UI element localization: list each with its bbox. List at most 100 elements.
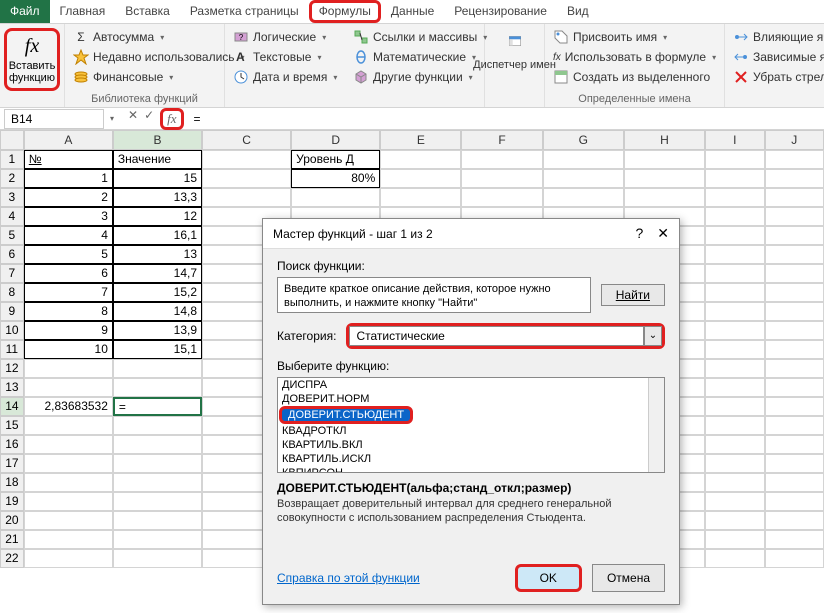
- category-select[interactable]: Статистические: [349, 326, 644, 346]
- cancel-button[interactable]: Отмена: [592, 564, 665, 592]
- cell[interactable]: [624, 188, 705, 207]
- cell[interactable]: [24, 530, 113, 549]
- column-header[interactable]: E: [380, 130, 461, 150]
- column-header[interactable]: H: [624, 130, 705, 150]
- tab-view[interactable]: Вид: [557, 0, 599, 23]
- cell[interactable]: [380, 169, 461, 188]
- cell[interactable]: [765, 321, 824, 340]
- accept-formula-icon[interactable]: ✓: [144, 108, 154, 130]
- list-item[interactable]: ДИСПРА: [278, 378, 664, 392]
- cell[interactable]: 13: [113, 245, 202, 264]
- recent-button[interactable]: Недавно использовались▾: [71, 48, 218, 66]
- autosum-button[interactable]: ΣАвтосумма▾: [71, 28, 218, 46]
- cell[interactable]: [113, 454, 202, 473]
- row-header[interactable]: 4: [0, 207, 24, 226]
- column-header[interactable]: I: [705, 130, 764, 150]
- cell[interactable]: [765, 511, 824, 530]
- list-item[interactable]: КВАРТИЛЬ.ВКЛ: [278, 438, 664, 452]
- cell[interactable]: [705, 492, 764, 511]
- cell[interactable]: [705, 549, 764, 568]
- cell[interactable]: [765, 378, 824, 397]
- cell[interactable]: [765, 492, 824, 511]
- cell[interactable]: [24, 454, 113, 473]
- cell[interactable]: 15: [113, 169, 202, 188]
- row-header[interactable]: 19: [0, 492, 24, 511]
- row-header[interactable]: 20: [0, 511, 24, 530]
- cell[interactable]: [765, 397, 824, 416]
- cell[interactable]: [705, 150, 764, 169]
- cancel-formula-icon[interactable]: ✕: [128, 108, 138, 130]
- list-item[interactable]: КВПИРСОН: [278, 466, 664, 473]
- insert-function-button[interactable]: fx Вставить функцию: [4, 28, 60, 91]
- help-link[interactable]: Справка по этой функции: [277, 571, 420, 585]
- cell[interactable]: [24, 378, 113, 397]
- cell[interactable]: [24, 359, 113, 378]
- cell[interactable]: [765, 207, 824, 226]
- name-box[interactable]: [4, 109, 104, 129]
- cell[interactable]: 14,7: [113, 264, 202, 283]
- cell[interactable]: [113, 492, 202, 511]
- cell[interactable]: [765, 473, 824, 492]
- tab-review[interactable]: Рецензирование: [444, 0, 557, 23]
- cell[interactable]: [705, 340, 764, 359]
- close-icon[interactable]: ✕: [657, 225, 669, 242]
- cell[interactable]: [765, 340, 824, 359]
- cell[interactable]: [765, 302, 824, 321]
- row-header[interactable]: 17: [0, 454, 24, 473]
- cell[interactable]: 13,3: [113, 188, 202, 207]
- financial-button[interactable]: Финансовые▾: [71, 68, 218, 86]
- list-item[interactable]: КВАДРОТКЛ: [278, 424, 664, 438]
- cell[interactable]: [765, 530, 824, 549]
- row-header[interactable]: 12: [0, 359, 24, 378]
- cell[interactable]: 4: [24, 226, 113, 245]
- cell[interactable]: 13,9: [113, 321, 202, 340]
- help-icon[interactable]: ?: [635, 225, 643, 242]
- cell[interactable]: [705, 378, 764, 397]
- cell[interactable]: [765, 454, 824, 473]
- cell[interactable]: [543, 188, 624, 207]
- row-header[interactable]: 2: [0, 169, 24, 188]
- cell[interactable]: [705, 473, 764, 492]
- row-header[interactable]: 5: [0, 226, 24, 245]
- cell[interactable]: [113, 359, 202, 378]
- cell[interactable]: [380, 188, 461, 207]
- cell[interactable]: [461, 169, 542, 188]
- define-name-button[interactable]: Присвоить имя▾: [551, 28, 718, 46]
- cell[interactable]: 3: [24, 207, 113, 226]
- cell[interactable]: [705, 264, 764, 283]
- cell[interactable]: [765, 283, 824, 302]
- row-header[interactable]: 11: [0, 340, 24, 359]
- list-item[interactable]: ДОВЕРИТ.НОРМ: [278, 392, 664, 406]
- cell[interactable]: [24, 511, 113, 530]
- cell[interactable]: [705, 169, 764, 188]
- tab-formulas[interactable]: Формулы: [309, 0, 381, 23]
- cell[interactable]: [705, 321, 764, 340]
- cell[interactable]: 9: [24, 321, 113, 340]
- cell[interactable]: [113, 435, 202, 454]
- cell[interactable]: 7: [24, 283, 113, 302]
- cell[interactable]: [705, 435, 764, 454]
- cell[interactable]: [461, 150, 542, 169]
- row-header[interactable]: 7: [0, 264, 24, 283]
- cell[interactable]: [705, 283, 764, 302]
- row-header[interactable]: 18: [0, 473, 24, 492]
- cell[interactable]: 80%: [291, 169, 380, 188]
- column-header[interactable]: J: [765, 130, 824, 150]
- insert-function-icon[interactable]: fx: [160, 108, 183, 130]
- find-button[interactable]: Найти: [601, 284, 665, 306]
- row-header[interactable]: 14: [0, 397, 24, 416]
- cell[interactable]: [202, 150, 291, 169]
- cell[interactable]: [705, 454, 764, 473]
- tab-layout[interactable]: Разметка страницы: [180, 0, 309, 23]
- cell[interactable]: 5: [24, 245, 113, 264]
- cell[interactable]: [765, 245, 824, 264]
- cell[interactable]: [202, 188, 291, 207]
- formula-input[interactable]: [188, 110, 824, 128]
- cell[interactable]: 6: [24, 264, 113, 283]
- cell[interactable]: [291, 188, 380, 207]
- cell[interactable]: 2,83683532: [24, 397, 113, 416]
- cell[interactable]: =: [113, 397, 202, 416]
- column-header[interactable]: F: [461, 130, 542, 150]
- row-header[interactable]: 6: [0, 245, 24, 264]
- cell[interactable]: 15,2: [113, 283, 202, 302]
